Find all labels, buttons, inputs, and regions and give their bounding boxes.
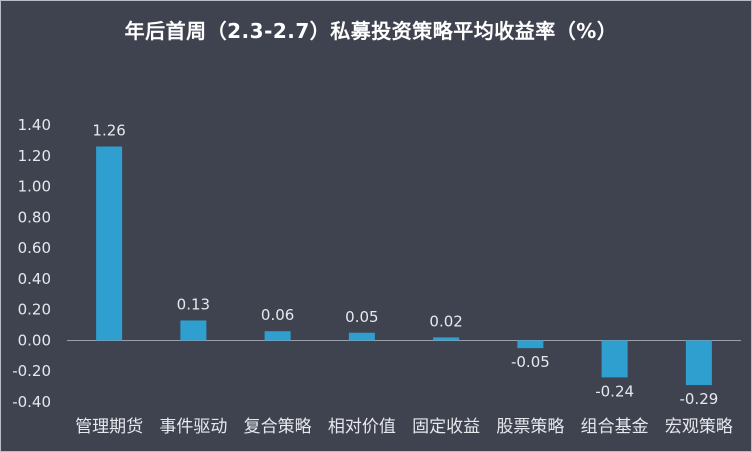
- data-label: 0.02: [429, 312, 462, 330]
- y-tick-label: 0.80: [18, 208, 51, 226]
- y-tick-label: 0.00: [18, 331, 51, 349]
- y-tick-label: 0.40: [18, 270, 51, 288]
- data-label: 0.13: [177, 295, 210, 313]
- x-tick-label: 股票策略: [496, 417, 564, 437]
- y-tick-label: 0.20: [18, 301, 51, 319]
- y-tick-label: 1.20: [18, 147, 51, 165]
- y-tick-label: -0.40: [12, 393, 51, 411]
- data-label: -0.05: [511, 353, 550, 371]
- bar: [685, 340, 712, 386]
- y-tick-label: 1.00: [18, 178, 51, 196]
- bar: [433, 337, 460, 341]
- data-label: -0.24: [595, 382, 634, 400]
- x-tick-label: 事件驱动: [159, 417, 227, 437]
- data-label: 0.06: [261, 306, 294, 324]
- x-tick-label: 宏观策略: [665, 417, 733, 437]
- bar: [601, 340, 628, 378]
- bar: [348, 332, 375, 341]
- bar: [180, 320, 207, 341]
- x-tick-label: 相对价值: [328, 417, 396, 437]
- data-label: -0.29: [679, 390, 718, 408]
- x-tick-label: 固定收益: [412, 417, 480, 437]
- bar: [517, 340, 544, 349]
- bar: [264, 331, 291, 341]
- x-tick-label: 组合基金: [581, 417, 649, 437]
- chart-title: 年后首周（2.3-2.7）私募投资策略平均收益率（%）: [124, 19, 618, 43]
- data-label: 1.26: [92, 122, 125, 140]
- data-label: 0.05: [345, 308, 378, 326]
- y-tick-label: 0.60: [18, 239, 51, 257]
- y-tick-label: 1.40: [18, 116, 51, 134]
- bar: [96, 146, 123, 341]
- y-tick-label: -0.20: [12, 362, 51, 380]
- x-tick-label: 管理期货: [75, 417, 143, 437]
- x-tick-label: 复合策略: [244, 417, 312, 437]
